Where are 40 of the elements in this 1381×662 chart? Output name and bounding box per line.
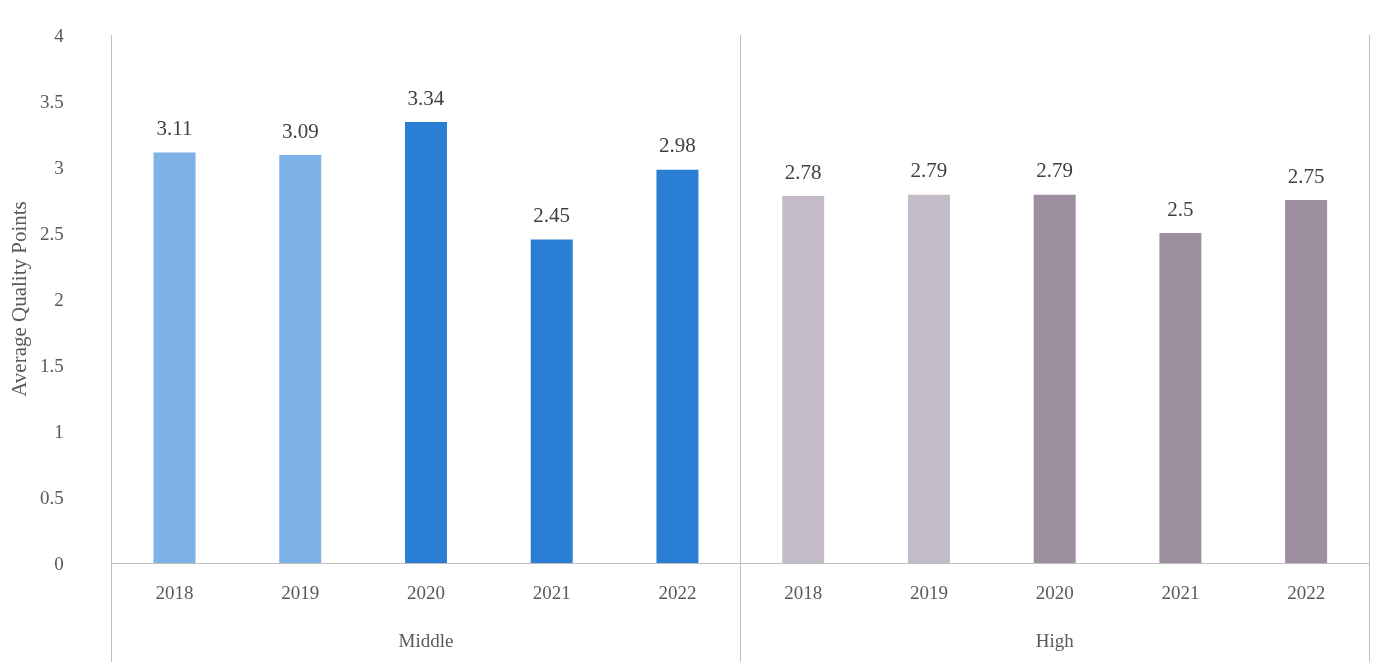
x-tick-label: 2022	[658, 582, 697, 603]
text: High	[1035, 630, 1075, 651]
bar	[1033, 194, 1076, 563]
x-tick-label: 2022	[1287, 582, 1326, 603]
y-tick-label: 0.5	[39, 486, 64, 508]
y-tick-label: 2	[54, 288, 64, 310]
bar	[1159, 233, 1202, 563]
y-tick-label: 1.5	[39, 354, 64, 376]
x-tick-label: 2019	[281, 582, 320, 603]
data-label: 2.79	[910, 158, 948, 183]
data-label: 2.79	[1036, 158, 1074, 183]
y-axis-title: Average Quality Points	[6, 201, 31, 397]
text: Middle	[398, 630, 454, 651]
bar	[1285, 200, 1328, 563]
bar	[279, 155, 322, 563]
x-tick-label: 2020	[1035, 582, 1074, 603]
y-tick-label: 3	[54, 156, 64, 178]
data-label: 3.09	[281, 118, 319, 143]
y-tick-label: 3.5	[39, 90, 64, 112]
bar	[530, 239, 573, 563]
data-label: 2.5	[1167, 196, 1194, 221]
x-tick-label: 2020	[406, 582, 445, 603]
y-tick-label: 0	[54, 552, 64, 574]
y-tick-label: 2.5	[39, 222, 64, 244]
y-tick-label: 4	[54, 24, 65, 46]
bar	[656, 169, 699, 563]
x-tick-label: 2021	[532, 582, 571, 603]
x-tick-label: 2018	[155, 582, 194, 603]
data-label: 2.75	[1287, 163, 1325, 188]
x-tick-label: 2019	[909, 582, 948, 603]
data-label: 2.78	[784, 159, 822, 184]
x-tick-label: 2021	[1161, 582, 1200, 603]
data-label: 3.11	[156, 115, 193, 140]
y-tick-label: 1	[54, 420, 64, 442]
data-label: 2.98	[659, 133, 696, 158]
x-tick-label: 2018	[784, 582, 823, 603]
bar	[153, 152, 196, 563]
data-label: 2.45	[533, 203, 571, 228]
bar	[404, 122, 447, 563]
data-label: 3.34	[407, 85, 445, 110]
